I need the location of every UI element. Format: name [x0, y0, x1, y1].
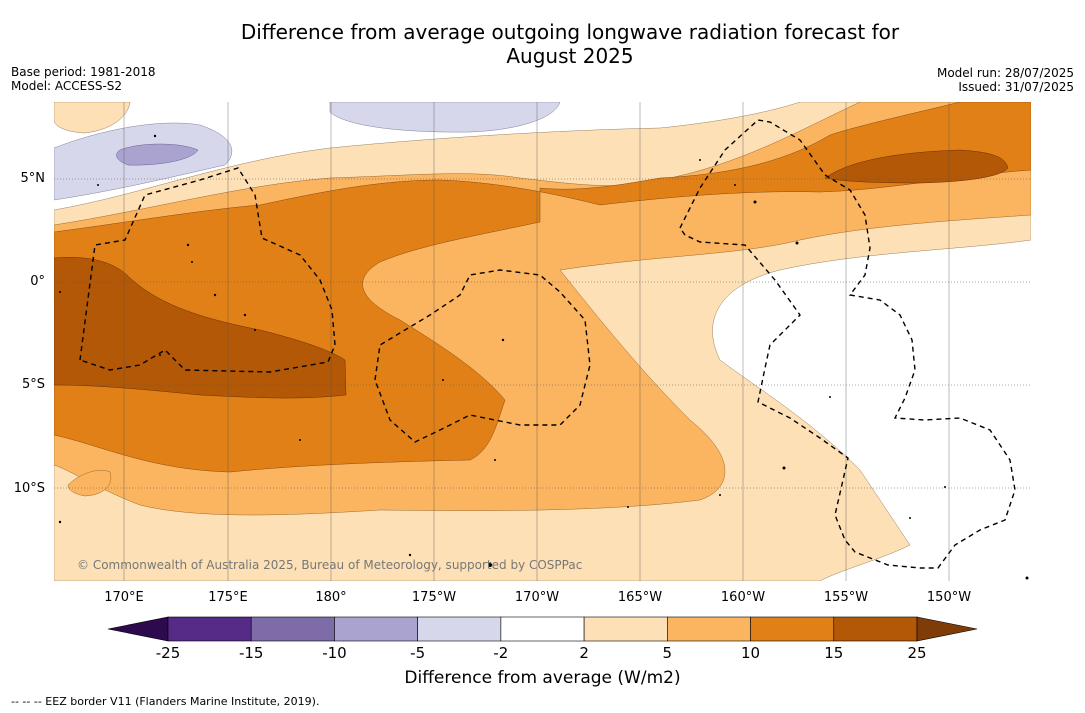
colorbar-tick-label: 15 — [824, 644, 844, 662]
map-title: Difference from average outgoing longwav… — [0, 20, 1085, 68]
colorbar-tick-label: 10 — [741, 644, 761, 662]
lon-label-175e: 175°E — [208, 590, 248, 605]
map-panel — [54, 102, 1031, 581]
colorbar-tick-label: -10 — [322, 644, 347, 662]
colorbar-swatch — [250, 616, 335, 642]
lon-label-175w: 175°W — [411, 590, 457, 605]
lon-label-160w: 160°W — [720, 590, 766, 605]
copyright-notice: © Commonwealth of Australia 2025, Bureau… — [77, 558, 583, 572]
base-period: Base period: 1981-2018 — [11, 65, 156, 79]
issued-date: Issued: 31/07/2025 — [958, 80, 1074, 94]
colorbar-extend-high — [916, 616, 978, 642]
colorbar-swatch — [833, 616, 918, 642]
lat-label-5s: 5°S — [21, 377, 45, 392]
colorbar-swatch — [334, 616, 418, 642]
contour-fill-small-5-10 — [67, 469, 112, 497]
islands — [58, 134, 1029, 580]
title-line-2: August 2025 — [506, 44, 634, 68]
colorbar-swatch — [417, 616, 502, 642]
colorbar-swatch — [583, 616, 668, 642]
model-name: Model: ACCESS-S2 — [11, 79, 123, 93]
meta-right: Model run: 28/07/2025 Issued: 31/07/2025 — [937, 66, 1074, 94]
lon-label-170w: 170°W — [514, 590, 560, 605]
lon-label-150w: 150°W — [926, 590, 972, 605]
meta-left: Base period: 1981-2018 Model: ACCESS-S2 — [11, 65, 156, 93]
lat-label-10s: 10°S — [13, 481, 45, 496]
colorbar-swatch — [750, 616, 835, 642]
title-line-1: Difference from average outgoing longwav… — [240, 20, 900, 44]
colorbar-tick-label: -2 — [493, 644, 509, 662]
gridlines — [54, 178, 1031, 489]
contour-fill-15-25-east — [824, 149, 1009, 184]
colorbar-tick-label: 25 — [907, 644, 927, 662]
colorbar-label: Difference from average (W/m2) — [404, 668, 681, 688]
colorbar-tick-label: -5 — [410, 644, 426, 662]
eez-legend-note: -- -- -- EEZ border V11 (Flanders Marine… — [11, 695, 320, 708]
eez-borders — [79, 119, 1016, 569]
lon-label-180: 180° — [315, 590, 347, 605]
colorbar-tick-label: -15 — [238, 644, 264, 662]
model-run: Model run: 28/07/2025 — [936, 66, 1074, 80]
contour-fill-nw-2-5 — [54, 102, 131, 134]
colorbar-tick-label: 2 — [579, 644, 589, 662]
colorbar-extend-low — [107, 616, 169, 642]
contour-fill-neg-10-5 — [116, 143, 199, 166]
colorbar-swatch — [500, 616, 585, 642]
colorbar-tick-label: 5 — [662, 644, 673, 662]
lat-label-5n: 5°N — [20, 171, 46, 186]
colorbar-swatch — [667, 616, 751, 642]
colorbar-swatch — [167, 616, 252, 642]
lat-label-0: 0° — [30, 274, 45, 289]
colorbar — [107, 616, 978, 642]
contour-fill-15-25-west — [54, 257, 347, 399]
colorbar-tick-label: -25 — [155, 644, 181, 662]
contour-fill-neg-5-2-north — [329, 102, 561, 133]
lon-label-165w: 165°W — [617, 590, 663, 605]
lon-label-170e: 170°E — [104, 590, 144, 605]
lon-label-155w: 155°W — [823, 590, 869, 605]
